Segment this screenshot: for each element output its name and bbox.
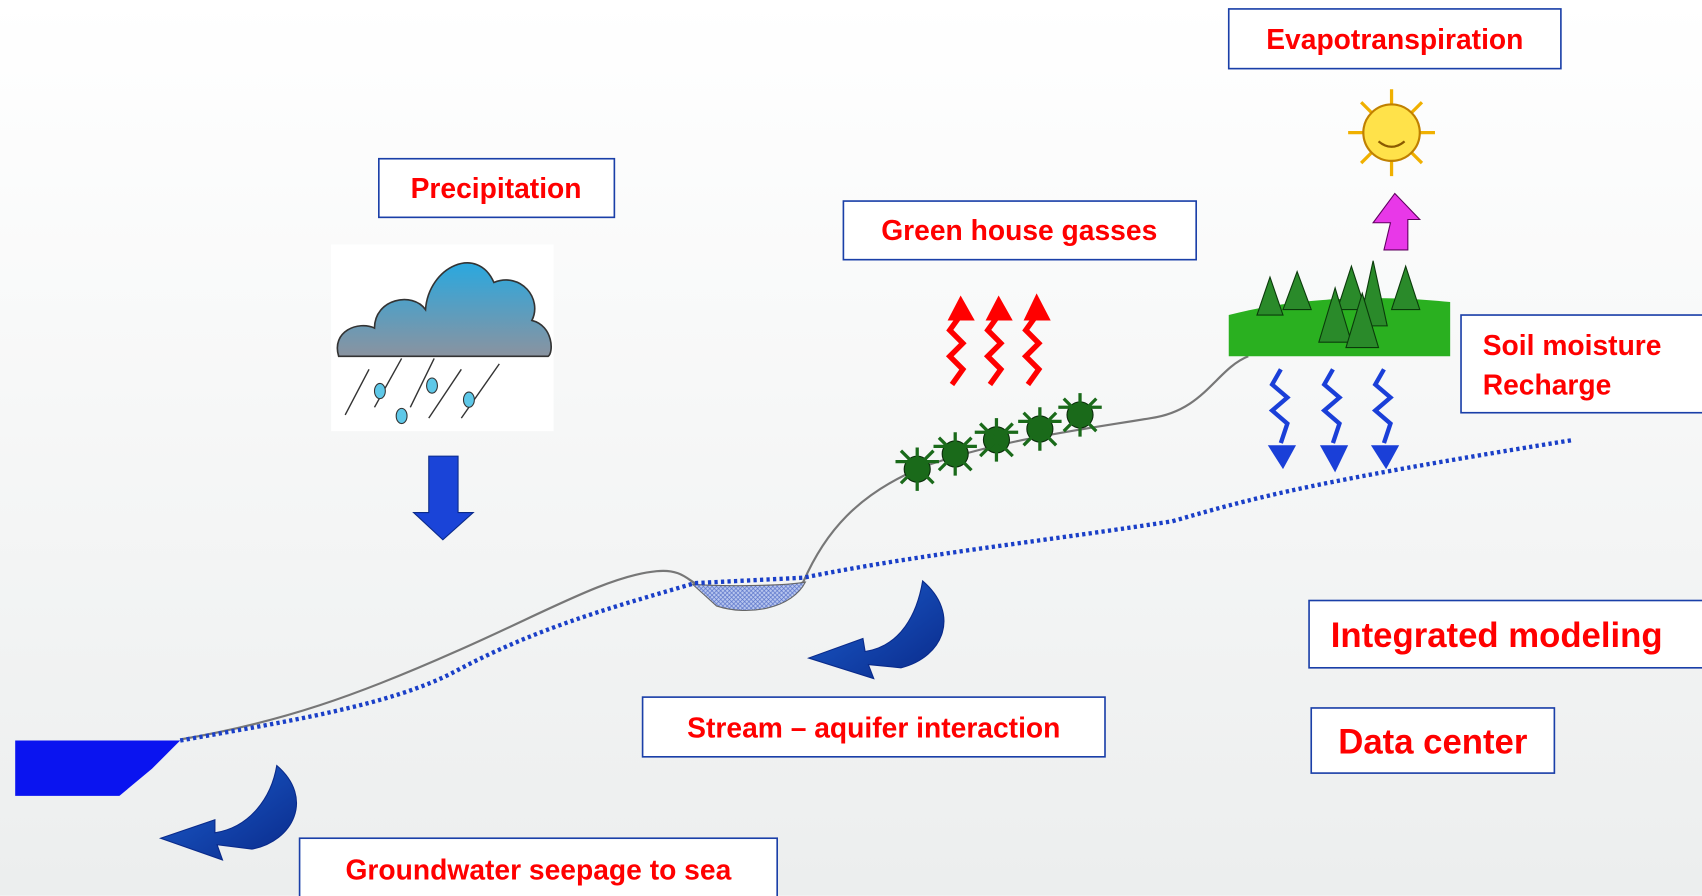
label: Soil moisture	[1483, 329, 1662, 361]
cloud-icon	[331, 244, 554, 431]
sun-icon	[1348, 89, 1435, 176]
label: Green house gasses	[881, 214, 1157, 246]
diagram: Evapotranspiration Precipitation Green h…	[0, 0, 1702, 896]
label: Stream – aquifer interaction	[687, 711, 1060, 743]
label: Data center	[1338, 724, 1527, 762]
label: Integrated modeling	[1331, 617, 1663, 655]
label: Recharge	[1483, 368, 1612, 400]
label: Precipitation	[411, 172, 582, 204]
label: Groundwater seepage to sea	[345, 853, 731, 885]
label: Evapotranspiration	[1266, 23, 1523, 55]
